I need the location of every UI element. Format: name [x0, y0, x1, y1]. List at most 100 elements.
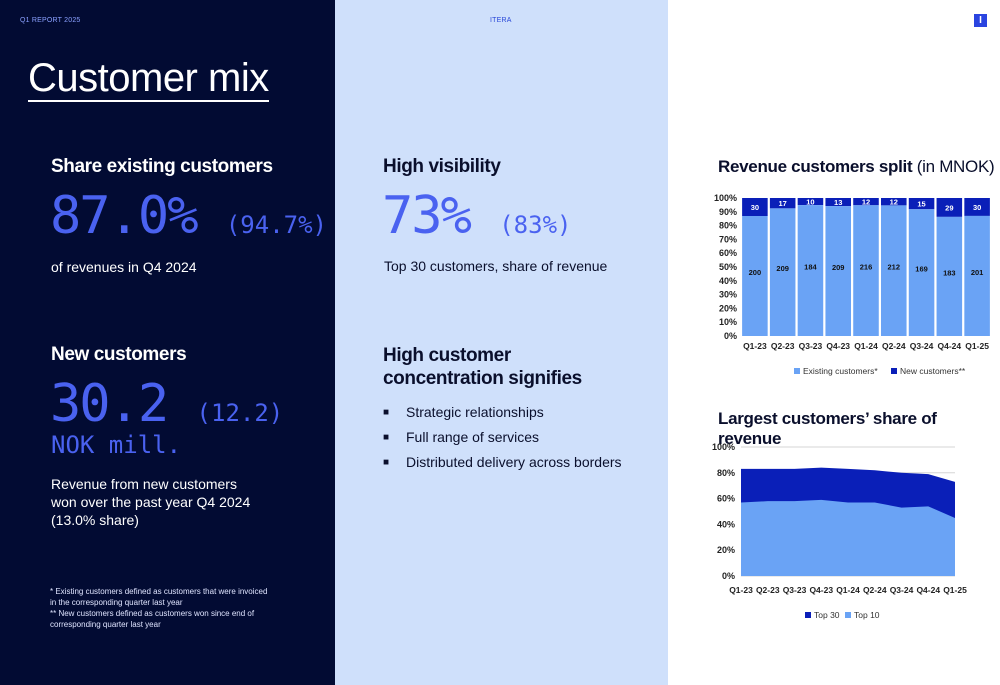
new-customers-value: 30.2 (12.2): [50, 374, 283, 434]
bullet-text: Full range of services: [406, 429, 540, 445]
legend-swatch-existing: [794, 368, 800, 374]
legend-label-new: New customers**: [900, 366, 966, 376]
data-label-existing: 216: [860, 263, 873, 272]
concentration-bullets: ■ Strategic relationships ■ Full range of …: [383, 404, 622, 479]
bar-existing-customers: [936, 216, 963, 336]
x-tick-label: Q1-23: [743, 341, 767, 351]
bullet-item: ■ Full range of services: [383, 429, 622, 447]
legend-swatch-new: [891, 368, 897, 374]
y-tick-label: 40%: [717, 519, 735, 529]
y-tick-label: 60%: [717, 494, 735, 504]
x-tick-label: Q2-23: [771, 341, 795, 351]
visibility-value: 73% (83%): [382, 186, 571, 246]
y-tick-label: 50%: [719, 262, 737, 272]
desc-line: Revenue from new customers: [51, 476, 237, 492]
desc-line: (13.0% share): [51, 512, 139, 528]
bar-new-customers: [742, 198, 768, 216]
desc-line: won over the past year Q4 2024: [51, 494, 251, 510]
brand-label: ITERA: [490, 17, 512, 24]
data-label-new: 12: [890, 198, 898, 207]
visibility-value-text: 73%: [382, 186, 472, 246]
share-chart-title: Largest customers’ share of revenue: [718, 409, 937, 448]
data-label-new: 29: [945, 203, 953, 212]
new-customers-value-text: 30.2: [50, 374, 169, 434]
data-label-new: 13: [834, 198, 842, 207]
bar-existing-customers: [881, 205, 907, 336]
legend-swatch-top10: [845, 612, 851, 618]
y-tick-label: 80%: [717, 468, 735, 478]
y-tick-label: 20%: [717, 545, 735, 555]
bullet-text: Strategic relationships: [406, 404, 544, 420]
y-tick-label: 0%: [722, 571, 735, 581]
customer-share-chart: 0%20%40%60%80%100%Q1-23 Q2-23 Q3-23 Q4-23 Q1…: [712, 442, 967, 620]
x-tick-label: Q1-23: [729, 585, 753, 595]
bullet-icon: ■: [383, 432, 390, 443]
concentration-heading: High customer concentration signifies: [383, 344, 582, 390]
report-label: Q1 REPORT 2025: [20, 17, 81, 24]
existing-share-value: 87.0% (94.7%): [50, 186, 327, 246]
data-label-existing: 169: [915, 265, 928, 274]
bar-existing-customers: [825, 206, 851, 336]
y-tick-label: 20%: [719, 303, 737, 313]
footnotes: * Existing customers defined as customer…: [50, 586, 290, 630]
x-tick-label: Q4-24: [938, 341, 962, 351]
x-tick-label: Q3-24: [910, 341, 934, 351]
bullet-icon: ■: [383, 407, 390, 418]
bullet-item: ■ Distributed delivery across borders: [383, 454, 622, 472]
x-tick-label: Q2-24: [863, 585, 887, 595]
data-label-existing: 184: [804, 263, 817, 272]
x-tick-label: Q1-25: [965, 341, 989, 351]
bar-new-customers: [797, 198, 824, 206]
bar-new-customers: [936, 198, 963, 217]
itera-logo: I: [974, 14, 987, 27]
bar-existing-customers: [742, 216, 768, 336]
split-chart-title-text: Revenue customers split: [718, 157, 913, 176]
legend-label-existing: Existing customers*: [803, 366, 878, 376]
x-tick-label: Q2-23: [756, 585, 780, 595]
data-label-new: 12: [862, 198, 870, 207]
new-customers-desc: Revenue from new customers won over the …: [51, 475, 250, 529]
existing-share-value-text: 87.0%: [50, 186, 199, 246]
existing-share-desc: of revenues in Q4 2024: [51, 259, 197, 275]
new-customers-prev: (12.2): [196, 399, 284, 427]
heading-line: High customer: [383, 345, 511, 366]
x-tick-label: Q1-25: [943, 585, 967, 595]
y-tick-label: 100%: [714, 193, 737, 203]
bullet-icon: ■: [383, 457, 390, 468]
bullet-text: Distributed delivery across borders: [406, 454, 622, 470]
y-tick-label: 40%: [719, 276, 737, 286]
left-panel: Q1 REPORT 2025 Customer mix Share existi…: [0, 0, 335, 685]
y-tick-label: 80%: [719, 221, 737, 231]
data-label-new: 30: [973, 203, 981, 212]
data-label-existing: 200: [749, 268, 762, 277]
x-tick-label: Q3-24: [890, 585, 914, 595]
legend-label-top10: Top 10: [854, 610, 880, 620]
y-tick-label: 90%: [719, 207, 737, 217]
x-tick-label: Q3-23: [799, 341, 823, 351]
y-tick-label: 10%: [719, 317, 737, 327]
footnote-line: in the corresponding quarter last year: [50, 598, 183, 607]
x-tick-label: Q1-24: [836, 585, 860, 595]
existing-share-prev: (94.7%): [225, 211, 328, 239]
bar-existing-customers: [769, 208, 796, 336]
y-tick-label: 0%: [724, 331, 737, 341]
data-label-existing: 183: [943, 268, 956, 277]
footnote-line: corresponding quarter last year: [50, 620, 161, 629]
revenue-split-chart: 0% 10% 20% 30% 40% 50% 60% 70% 80% 90% 100% 30 200 Q1…: [714, 193, 990, 376]
visibility-prev: (83%): [499, 211, 572, 239]
page-title: Customer mix: [28, 56, 269, 102]
heading-line: concentration signifies: [383, 368, 582, 389]
right-panel: I Revenue customers split (in MNOK) 0% 10…: [668, 0, 1000, 685]
x-tick-label: Q4-23: [809, 585, 833, 595]
bar-new-customers: [908, 198, 935, 210]
bar-existing-customers: [908, 209, 935, 336]
visibility-heading: High visibility: [383, 156, 501, 177]
bar-new-customers: [964, 198, 990, 216]
data-label-new: 15: [917, 200, 925, 209]
x-tick-label: Q4-24: [916, 585, 940, 595]
data-label-existing: 209: [776, 264, 789, 273]
footnote-line: ** New customers defined as customers wo…: [50, 609, 255, 618]
bar-new-customers: [825, 198, 851, 207]
x-tick-label: Q3-23: [783, 585, 807, 595]
data-label-new: 30: [751, 203, 759, 212]
